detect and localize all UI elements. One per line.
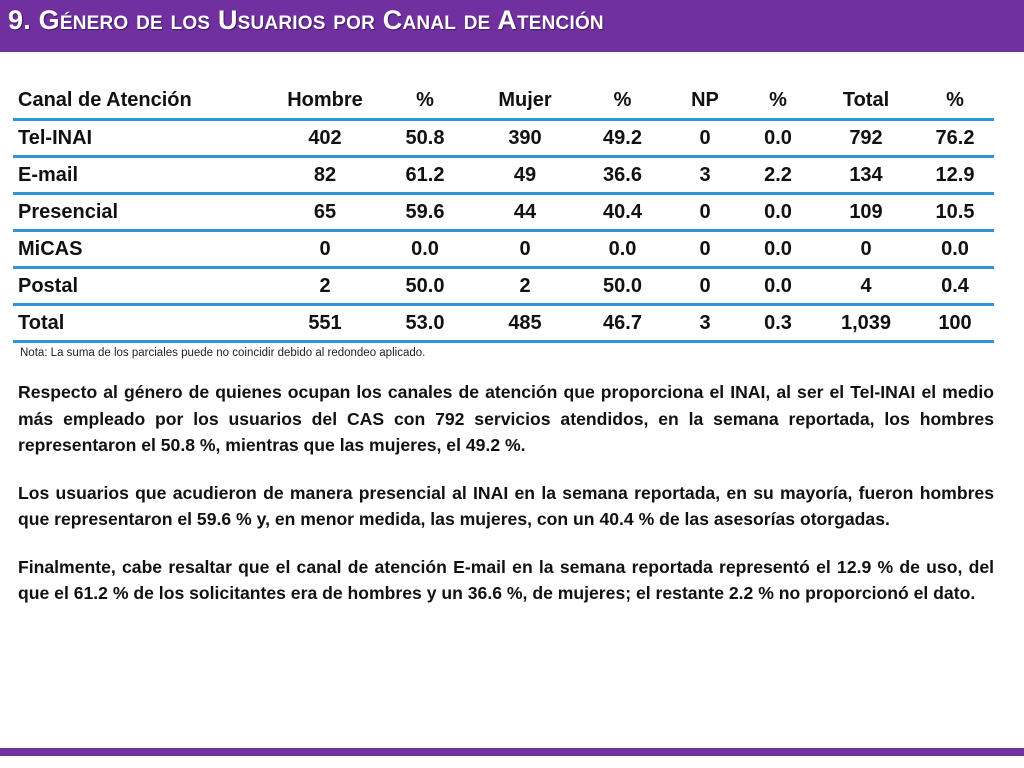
row-label: Postal bbox=[13, 267, 275, 306]
header-mujer: Mujer bbox=[475, 82, 575, 121]
title-bar: 9. Género de los Usuarios por Canal de A… bbox=[0, 0, 1024, 52]
cell-hombre: 2 bbox=[275, 267, 375, 306]
cell-hombre-pct: 61.2 bbox=[375, 156, 475, 195]
cell-total: 4 bbox=[816, 267, 916, 306]
table-row: E-mail 82 61.2 49 36.6 3 2.2 134 12.9 bbox=[13, 156, 994, 195]
cell-mujer: 49 bbox=[475, 156, 575, 195]
header-hombre-pct: % bbox=[375, 82, 475, 121]
cell-np-pct: 0.0 bbox=[740, 193, 816, 232]
header-total: Total bbox=[816, 82, 916, 121]
cell-mujer-pct: 46.7 bbox=[575, 304, 670, 343]
cell-mujer: 2 bbox=[475, 267, 575, 306]
cell-mujer-pct: 50.0 bbox=[575, 267, 670, 306]
paragraph-presencial: Los usuarios que acudieron de manera pre… bbox=[18, 482, 994, 530]
body-text: Respecto al género de quienes ocupan los… bbox=[18, 379, 994, 628]
header-np-pct: % bbox=[740, 82, 816, 121]
row-label: Total bbox=[13, 304, 275, 343]
header-mujer-pct: % bbox=[575, 82, 670, 121]
cell-total: 134 bbox=[816, 156, 916, 195]
bottom-bar bbox=[0, 748, 1024, 756]
row-label: MiCAS bbox=[13, 230, 275, 269]
cell-hombre-pct: 0.0 bbox=[375, 230, 475, 269]
header-canal: Canal de Atención bbox=[13, 82, 275, 121]
cell-total: 0 bbox=[816, 230, 916, 269]
cell-np: 3 bbox=[670, 304, 740, 343]
row-label: E-mail bbox=[13, 156, 275, 195]
cell-hombre-pct: 50.0 bbox=[375, 267, 475, 306]
cell-np-pct: 0.0 bbox=[740, 267, 816, 306]
gender-by-channel-table: Canal de Atención Hombre % Mujer % NP % … bbox=[13, 82, 994, 343]
cell-hombre: 82 bbox=[275, 156, 375, 195]
table-row: Presencial 65 59.6 44 40.4 0 0.0 109 10.… bbox=[13, 193, 994, 232]
table-total-row: Total 551 53.0 485 46.7 3 0.3 1,039 100 bbox=[13, 304, 994, 343]
cell-mujer-pct: 0.0 bbox=[575, 230, 670, 269]
paragraph-email: Finalmente, cabe resaltar que el canal d… bbox=[18, 556, 994, 604]
table-header-row: Canal de Atención Hombre % Mujer % NP % … bbox=[13, 82, 994, 121]
cell-hombre-pct: 50.8 bbox=[375, 119, 475, 158]
table-row: Tel-INAI 402 50.8 390 49.2 0 0.0 792 76.… bbox=[13, 119, 994, 158]
cell-total-pct: 0.4 bbox=[916, 267, 994, 306]
table-row: MiCAS 0 0.0 0 0.0 0 0.0 0 0.0 bbox=[13, 230, 994, 269]
cell-total-pct: 76.2 bbox=[916, 119, 994, 158]
cell-total: 1,039 bbox=[816, 304, 916, 343]
cell-mujer-pct: 40.4 bbox=[575, 193, 670, 232]
cell-np-pct: 0.0 bbox=[740, 230, 816, 269]
header-np: NP bbox=[670, 82, 740, 121]
gender-by-channel-table-container: Canal de Atención Hombre % Mujer % NP % … bbox=[13, 82, 994, 343]
cell-total-pct: 12.9 bbox=[916, 156, 994, 195]
paragraph-tel-inai: Respecto al género de quienes ocupan los… bbox=[18, 382, 994, 455]
cell-np: 3 bbox=[670, 156, 740, 195]
cell-mujer: 44 bbox=[475, 193, 575, 232]
cell-hombre-pct: 53.0 bbox=[375, 304, 475, 343]
cell-hombre-pct: 59.6 bbox=[375, 193, 475, 232]
cell-mujer: 390 bbox=[475, 119, 575, 158]
table-row: Postal 2 50.0 2 50.0 0 0.0 4 0.4 bbox=[13, 267, 994, 306]
row-label: Presencial bbox=[13, 193, 275, 232]
cell-hombre: 0 bbox=[275, 230, 375, 269]
cell-hombre: 551 bbox=[275, 304, 375, 343]
cell-np-pct: 0.0 bbox=[740, 119, 816, 158]
cell-total: 109 bbox=[816, 193, 916, 232]
cell-np: 0 bbox=[670, 267, 740, 306]
cell-np: 0 bbox=[670, 230, 740, 269]
header-total-pct: % bbox=[916, 82, 994, 121]
cell-total-pct: 10.5 bbox=[916, 193, 994, 232]
header-hombre: Hombre bbox=[275, 82, 375, 121]
cell-np-pct: 2.2 bbox=[740, 156, 816, 195]
table-note: Nota: La suma de los parciales puede no … bbox=[20, 347, 426, 359]
cell-mujer-pct: 36.6 bbox=[575, 156, 670, 195]
cell-mujer-pct: 49.2 bbox=[575, 119, 670, 158]
cell-np: 0 bbox=[670, 119, 740, 158]
cell-np: 0 bbox=[670, 193, 740, 232]
cell-hombre: 65 bbox=[275, 193, 375, 232]
cell-total-pct: 100 bbox=[916, 304, 994, 343]
cell-total: 792 bbox=[816, 119, 916, 158]
cell-mujer: 0 bbox=[475, 230, 575, 269]
row-label: Tel-INAI bbox=[13, 119, 275, 158]
cell-total-pct: 0.0 bbox=[916, 230, 994, 269]
cell-mujer: 485 bbox=[475, 304, 575, 343]
slide-title: 9. Género de los Usuarios por Canal de A… bbox=[8, 5, 604, 35]
cell-np-pct: 0.3 bbox=[740, 304, 816, 343]
cell-hombre: 402 bbox=[275, 119, 375, 158]
